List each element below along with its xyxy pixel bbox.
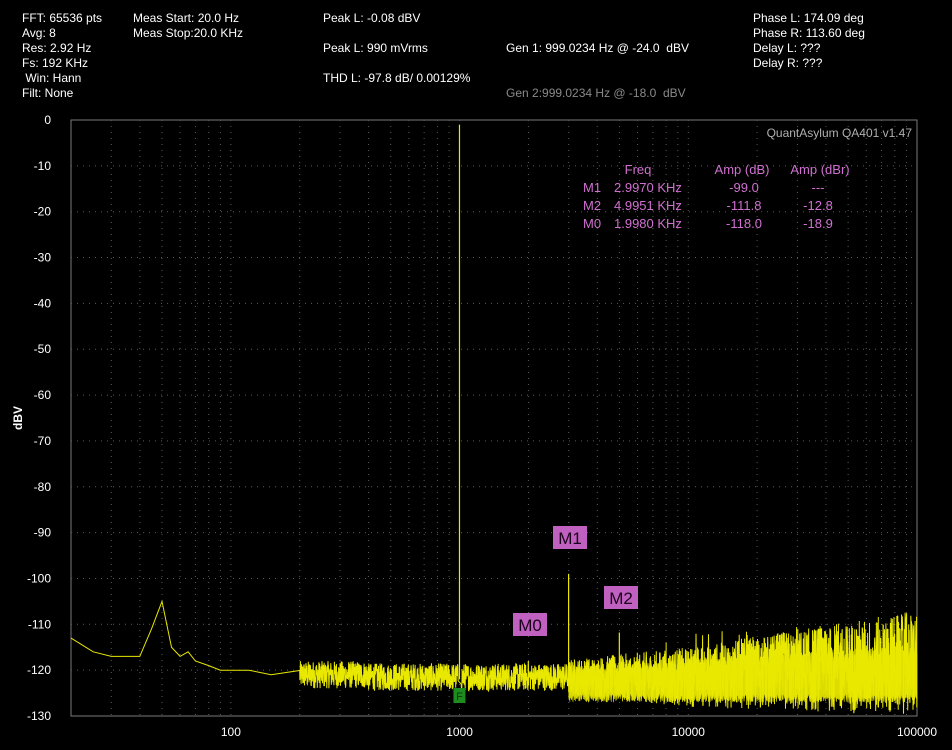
y-axis-label: dBV xyxy=(11,406,25,430)
y-tick-label: -120 xyxy=(27,663,51,677)
y-tick-label: -60 xyxy=(34,388,52,402)
marker-m2-label: M2 xyxy=(609,589,633,608)
fundamental-marker[interactable] xyxy=(453,688,466,703)
fft-setting-line: Win: Hann xyxy=(22,71,82,85)
y-tick-label: -130 xyxy=(27,709,51,723)
fft-setting-line: Res: 2.92 Hz xyxy=(22,41,92,55)
marker-table-name: M2 xyxy=(583,198,601,213)
peak-thd-line: Peak L: 990 mVrms xyxy=(323,41,428,55)
fundamental-marker-label: F xyxy=(456,691,463,703)
marker-m2[interactable] xyxy=(604,586,638,609)
y-tick-label: -40 xyxy=(34,296,52,310)
y-tick-label: -90 xyxy=(34,526,52,540)
info-fft-settings: FFT: 65536 pts Avg: 8 Res: 2.92 Hz Fs: 192 … xyxy=(22,11,102,101)
marker-m1-label: M1 xyxy=(558,529,582,548)
meas-range-line: Meas Start: 20.0 Hz xyxy=(133,11,240,25)
y-tick-label: -80 xyxy=(34,480,52,494)
peak-thd-line: THD L: -97.8 dB/ 0.00129% xyxy=(323,71,471,85)
phase-delay-line: Delay L: ??? xyxy=(753,41,821,55)
phase-delay-line: Phase L: 174.09 deg xyxy=(753,11,864,25)
marker-m1[interactable] xyxy=(553,526,587,549)
spectrum-noise-band xyxy=(568,645,918,703)
marker-table-freq: 1.9980 KHz xyxy=(614,216,682,231)
marker-table-freq: 2.9970 KHz xyxy=(614,180,682,195)
marker-table-ampr: --- xyxy=(812,180,825,195)
y-tick-label: -110 xyxy=(28,617,51,631)
y-tick-label: -70 xyxy=(34,434,52,448)
x-tick-label: 100000 xyxy=(897,725,937,739)
info-measurement-range: Meas Start: 20.0 Hz Meas Stop:20.0 KHz xyxy=(133,11,243,41)
marker-m0[interactable] xyxy=(513,613,547,636)
marker-table-header: Freq xyxy=(625,162,652,177)
marker-table-header: Amp (dBr) xyxy=(790,162,849,177)
fft-setting-line: Avg: 8 xyxy=(22,26,56,40)
fft-setting-line: Filt: None xyxy=(22,86,74,100)
marker-table-ampr: -12.8 xyxy=(803,198,833,213)
y-tick-label: -20 xyxy=(34,205,52,219)
y-tick-label: -30 xyxy=(34,251,52,265)
plot-frame xyxy=(70,119,918,717)
marker-table-freq: 4.9951 KHz xyxy=(614,198,682,213)
fft-setting-line: Fs: 192 KHz xyxy=(22,56,89,70)
watermark: QuantAsylum QA401 v1.47 xyxy=(767,126,913,140)
info-phase-delay: Phase L: 174.09 deg Phase R: 113.60 deg De… xyxy=(753,11,865,71)
x-tick-label: 100 xyxy=(221,725,241,739)
y-tick-label: -10 xyxy=(34,159,52,173)
marker-table-amp: -99.0 xyxy=(729,180,759,195)
marker-table-header: Amp (dB) xyxy=(715,162,770,177)
marker-table-amp: -118.0 xyxy=(726,216,762,231)
x-tick-label: 10000 xyxy=(672,725,706,739)
y-tick-label: -100 xyxy=(27,571,51,585)
meas-range-line: Meas Stop:20.0 KHz xyxy=(133,26,244,40)
marker-table-name: M0 xyxy=(583,216,601,231)
marker-table-amp: -111.8 xyxy=(727,198,762,213)
marker-m0-label: M0 xyxy=(518,616,542,635)
gen1-readout: Gen 1: 999.0234 Hz @ -24.0 dBV xyxy=(506,41,689,55)
y-tick-label: 0 xyxy=(44,113,51,127)
peak-thd-line: Peak L: -0.08 dBV xyxy=(323,11,421,25)
x-tick-label: 1000 xyxy=(446,725,473,739)
gen2-readout: Gen 2:999.0234 Hz @ -18.0 dBV xyxy=(506,86,686,100)
info-generators: Gen 1: 999.0234 Hz @ -24.0 dBV Gen 2:999… xyxy=(506,11,689,116)
marker-table-ampr: -18.9 xyxy=(803,216,833,231)
y-tick-label: -50 xyxy=(34,342,52,356)
info-peak-thd: Peak L: -0.08 dBV Peak L: 990 mVrms THD L:… xyxy=(323,11,470,86)
fft-setting-line: FFT: 65536 pts xyxy=(22,11,103,25)
phase-delay-line: Delay R: ??? xyxy=(753,56,823,70)
marker-table-name: M1 xyxy=(583,180,601,195)
phase-delay-line: Phase R: 113.60 deg xyxy=(753,26,865,40)
